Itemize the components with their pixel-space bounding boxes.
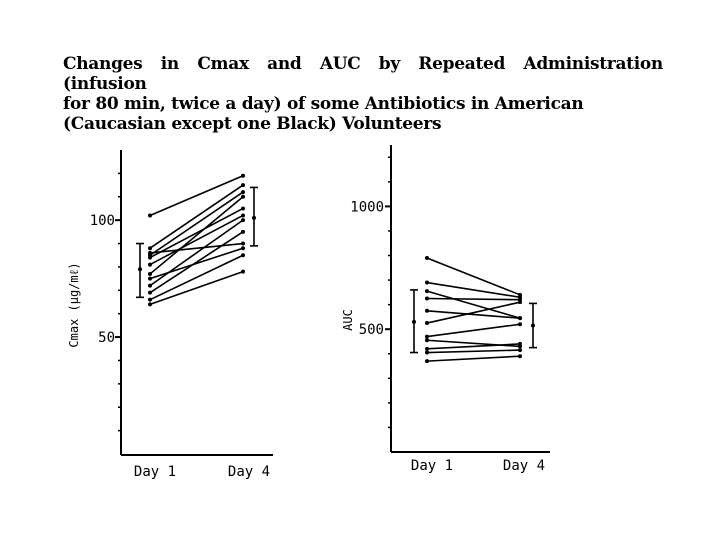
auc-point bbox=[425, 346, 429, 351]
auc-point bbox=[425, 334, 429, 339]
cmax-point bbox=[241, 206, 245, 211]
auc-series-line bbox=[426, 297, 521, 301]
cmax-series-line bbox=[149, 191, 244, 256]
auc-category-label: Day 4 bbox=[503, 458, 545, 474]
cmax-ylabel: Cmax (μg/mℓ) bbox=[67, 262, 81, 347]
auc-point bbox=[425, 338, 429, 343]
cmax-point bbox=[241, 194, 245, 199]
auc-point bbox=[425, 280, 429, 285]
auc-ylabel: AUC bbox=[341, 309, 355, 331]
cmax-error-mean bbox=[252, 215, 256, 220]
cmax-point bbox=[241, 246, 245, 251]
chart-title: Changes in Cmax and AUC by Repeated Admi… bbox=[63, 54, 663, 134]
cmax-tick-label: 100 bbox=[90, 213, 115, 229]
auc-series-line bbox=[426, 301, 521, 324]
cmax-series-line bbox=[149, 196, 244, 275]
cmax-point bbox=[241, 229, 245, 234]
cmax-series-line bbox=[149, 214, 244, 266]
cmax-point bbox=[241, 183, 245, 188]
cmax-point bbox=[148, 283, 152, 288]
cmax-series-line bbox=[149, 254, 244, 301]
cmax-series-line bbox=[149, 219, 244, 287]
auc-series-line bbox=[426, 309, 521, 319]
cmax-point bbox=[148, 290, 152, 295]
cmax-point bbox=[241, 218, 245, 223]
auc-chart: 500 1000 Day 1 Day 4 AUC bbox=[341, 145, 550, 474]
title-line-2: for 80 min, twice a day) of some Antibio… bbox=[63, 94, 584, 114]
title-line-1: Changes in Cmax and AUC by Repeated Admi… bbox=[63, 54, 663, 94]
auc-point bbox=[425, 321, 429, 326]
cmax-series-line bbox=[149, 174, 244, 217]
auc-point bbox=[425, 289, 429, 294]
cmax-point bbox=[148, 297, 152, 302]
cmax-category-label: Day 4 bbox=[228, 464, 270, 480]
auc-point bbox=[425, 255, 429, 260]
cmax-point bbox=[241, 241, 245, 246]
auc-point bbox=[425, 308, 429, 313]
auc-error-mean bbox=[531, 323, 535, 328]
cmax-series-line bbox=[149, 231, 244, 294]
auc-series-line bbox=[426, 349, 521, 354]
cmax-chart: 50 100 Day 1 Day 4 Cmax (μg/mℓ) bbox=[67, 150, 273, 480]
auc-tick-label: 500 bbox=[359, 322, 384, 338]
cmax-series-line bbox=[149, 242, 244, 254]
auc-category-label: Day 1 bbox=[411, 458, 453, 474]
auc-error-mean bbox=[412, 319, 416, 324]
auc-series-line bbox=[426, 281, 521, 299]
cmax-point bbox=[148, 213, 152, 218]
cmax-series-line bbox=[149, 247, 244, 280]
auc-series-line bbox=[426, 257, 521, 296]
cmax-point bbox=[148, 302, 152, 307]
auc-point bbox=[518, 341, 522, 346]
cmax-point bbox=[148, 276, 152, 281]
auc-point bbox=[518, 348, 522, 353]
auc-point bbox=[518, 316, 522, 321]
cmax-point bbox=[241, 269, 245, 274]
cmax-point bbox=[148, 246, 152, 251]
auc-point bbox=[518, 300, 522, 305]
auc-point bbox=[518, 322, 522, 327]
cmax-category-label: Day 1 bbox=[134, 464, 176, 480]
cmax-error-mean bbox=[138, 267, 142, 272]
cmax-tick-label: 50 bbox=[98, 330, 115, 346]
cmax-series-line bbox=[149, 184, 244, 249]
auc-point bbox=[425, 296, 429, 301]
auc-series-line bbox=[426, 290, 521, 319]
cmax-point bbox=[241, 213, 245, 218]
auc-series-line bbox=[426, 343, 521, 350]
cmax-series-line bbox=[149, 207, 244, 259]
cmax-point bbox=[148, 262, 152, 267]
title-line-3: (Caucasian except one Black) Volunteers bbox=[63, 114, 442, 134]
auc-series-line bbox=[426, 323, 521, 338]
cmax-point bbox=[241, 253, 245, 258]
auc-series-line bbox=[426, 355, 521, 362]
auc-point bbox=[425, 350, 429, 355]
cmax-point bbox=[148, 271, 152, 276]
cmax-series-line bbox=[149, 270, 244, 306]
cmax-point bbox=[241, 190, 245, 195]
cmax-point bbox=[241, 173, 245, 178]
cmax-point bbox=[148, 255, 152, 260]
auc-point bbox=[425, 359, 429, 364]
auc-point bbox=[518, 354, 522, 359]
auc-tick-label: 1000 bbox=[350, 199, 384, 215]
